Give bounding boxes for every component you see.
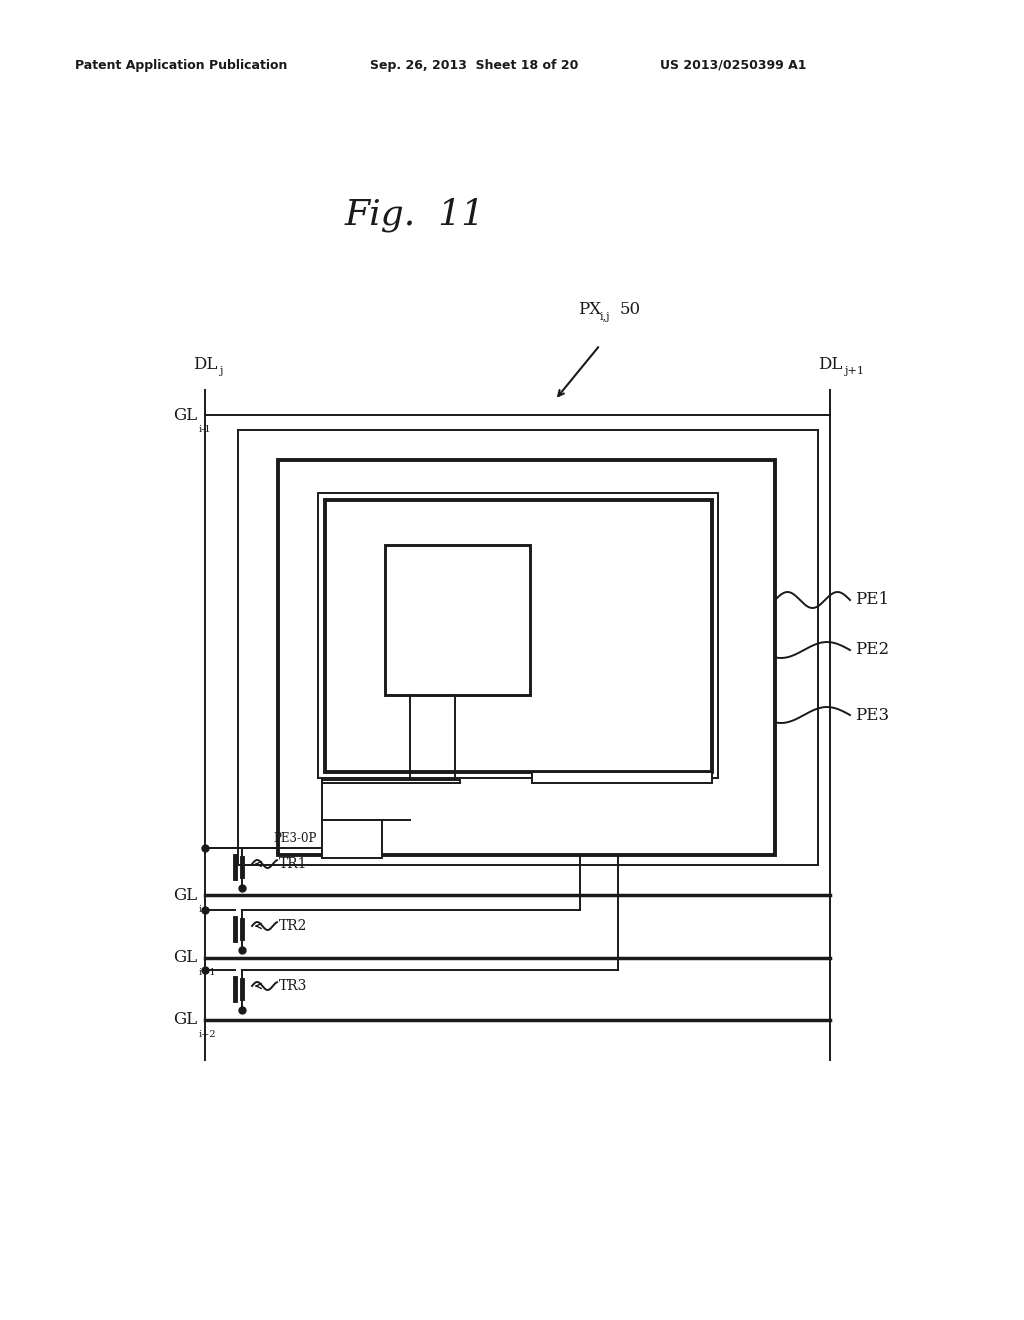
Text: i+2: i+2: [199, 1030, 217, 1039]
Text: TR3: TR3: [279, 979, 307, 993]
Text: i+1: i+1: [199, 968, 217, 977]
Bar: [318, 492, 718, 777]
Bar: [532, 772, 712, 783]
Text: PE3-0P: PE3-0P: [273, 833, 317, 846]
Text: i: i: [199, 906, 202, 913]
Text: GL: GL: [173, 949, 197, 966]
Text: TR2: TR2: [279, 919, 307, 933]
Bar: [325, 500, 712, 772]
Text: PE2: PE2: [855, 642, 889, 659]
Text: TR1: TR1: [279, 857, 307, 871]
Text: i,j: i,j: [600, 312, 610, 322]
Text: j+1: j+1: [844, 366, 864, 376]
Bar: [322, 780, 460, 783]
Text: US 2013/0250399 A1: US 2013/0250399 A1: [660, 58, 807, 71]
Text: GL: GL: [173, 407, 197, 424]
Text: GL: GL: [173, 1011, 197, 1028]
Text: Fig.  11: Fig. 11: [345, 198, 485, 232]
Text: PX: PX: [578, 301, 601, 318]
Text: 50: 50: [620, 301, 641, 318]
Text: DL: DL: [818, 356, 842, 374]
Bar: [385, 545, 530, 696]
Text: j: j: [219, 366, 222, 376]
Bar: [238, 430, 818, 865]
Text: DL: DL: [193, 356, 217, 374]
Text: Patent Application Publication: Patent Application Publication: [75, 58, 288, 71]
Text: PE3: PE3: [855, 706, 889, 723]
Text: GL: GL: [173, 887, 197, 903]
Text: i-1: i-1: [199, 425, 212, 434]
Text: PE1: PE1: [855, 591, 889, 609]
Bar: [322, 820, 382, 858]
Bar: [278, 459, 775, 855]
Text: Sep. 26, 2013  Sheet 18 of 20: Sep. 26, 2013 Sheet 18 of 20: [370, 58, 579, 71]
